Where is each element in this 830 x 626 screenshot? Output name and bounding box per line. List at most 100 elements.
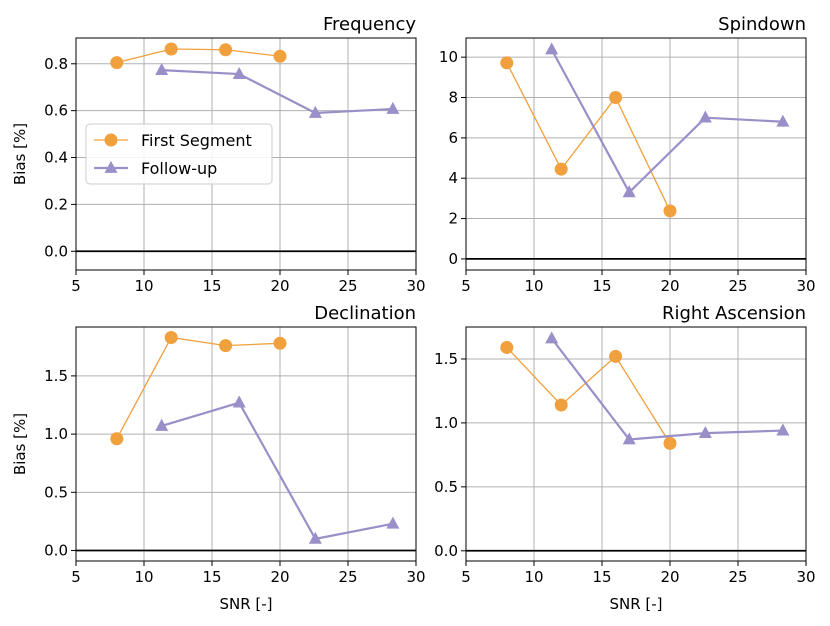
panel-declination: 5 10 15 20 25 30 0.0 0.5 1.0 1.5 Declination Bias [… bbox=[11, 303, 426, 613]
y-tick-label: 8 bbox=[448, 89, 458, 107]
x-tick-label: 5 bbox=[461, 277, 471, 295]
y-tick-label: 0.0 bbox=[44, 242, 68, 260]
y-tick-label: 1.0 bbox=[434, 414, 458, 432]
series-line-follow-up bbox=[550, 337, 783, 441]
data-point-first-segment bbox=[500, 56, 514, 70]
data-point-first-segment bbox=[663, 436, 677, 450]
data-point-follow-up bbox=[308, 105, 322, 118]
y-tick-label: 0.0 bbox=[434, 542, 458, 560]
data-point-follow-up bbox=[622, 185, 636, 198]
x-tick-label: 10 bbox=[134, 277, 153, 295]
x-tick-label: 15 bbox=[592, 277, 611, 295]
legend-label: Follow-up bbox=[141, 159, 217, 178]
x-tick-label: 30 bbox=[796, 568, 815, 586]
x-tick-label: 30 bbox=[406, 277, 425, 295]
data-point-first-segment bbox=[273, 49, 287, 63]
data-point-first-segment bbox=[500, 340, 514, 354]
data-point-first-segment bbox=[219, 43, 233, 57]
x-axis-label: SNR [-] bbox=[609, 595, 662, 613]
series-line-first-segment bbox=[506, 62, 671, 212]
legend: First Segment Follow-up bbox=[85, 123, 273, 185]
data-point-follow-up bbox=[155, 418, 169, 431]
y-tick-label: 0.2 bbox=[44, 195, 68, 213]
data-point-first-segment bbox=[609, 349, 623, 363]
data-point-follow-up bbox=[386, 516, 400, 529]
series-line-follow-up bbox=[161, 401, 394, 541]
y-axis-label: Bias [%] bbox=[11, 413, 29, 475]
series-line-follow-up bbox=[161, 69, 393, 115]
data-point-follow-up bbox=[545, 331, 559, 344]
legend-label: First Segment bbox=[141, 131, 252, 150]
data-point-follow-up bbox=[776, 423, 790, 436]
panel-title: Spindown bbox=[718, 14, 806, 35]
x-axis-label: SNR [-] bbox=[219, 595, 272, 613]
axes-frame bbox=[465, 326, 807, 562]
y-tick-label: 0 bbox=[448, 250, 458, 268]
panel-frequency: 5 10 15 20 25 30 0.0 0.2 0.4 0.6 0.8 Frequency Bias … bbox=[11, 14, 426, 295]
x-tick-label: 5 bbox=[71, 568, 81, 586]
y-tick-label: 4 bbox=[448, 169, 458, 187]
y-tick-label: 1.0 bbox=[44, 425, 68, 443]
x-tick-label: 30 bbox=[406, 568, 425, 586]
data-point-follow-up bbox=[308, 531, 322, 544]
data-point-follow-up bbox=[232, 395, 246, 408]
panel-title: Declination bbox=[314, 303, 416, 324]
y-tick-label: 0.5 bbox=[434, 478, 458, 496]
axes-frame bbox=[75, 37, 417, 271]
y-tick-label: 0.6 bbox=[44, 102, 68, 120]
panel-right-ascension: 5 10 15 20 25 30 0.0 0.5 1.0 1.5 Right Ascension SN… bbox=[434, 303, 815, 613]
x-tick-label: 20 bbox=[660, 568, 679, 586]
x-tick-label: 10 bbox=[524, 568, 543, 586]
y-tick-label: 0.4 bbox=[44, 149, 68, 167]
x-tick-label: 25 bbox=[728, 568, 747, 586]
series-line-first-segment bbox=[116, 48, 281, 64]
x-tick-label: 15 bbox=[202, 568, 221, 586]
axes-frame bbox=[465, 37, 807, 271]
x-tick-label: 25 bbox=[728, 277, 747, 295]
data-point-first-segment bbox=[554, 162, 568, 176]
data-point-follow-up bbox=[386, 101, 400, 114]
data-point-first-segment bbox=[110, 432, 124, 446]
x-tick-label: 10 bbox=[134, 568, 153, 586]
x-tick-label: 30 bbox=[796, 277, 815, 295]
y-axis-label: Bias [%] bbox=[11, 123, 29, 185]
data-point-follow-up bbox=[776, 114, 790, 127]
data-point-first-segment bbox=[663, 204, 677, 218]
series-line-first-segment bbox=[506, 347, 671, 444]
data-point-first-segment bbox=[164, 42, 178, 56]
x-tick-label: 20 bbox=[270, 277, 289, 295]
data-point-follow-up bbox=[622, 432, 636, 445]
y-tick-label: 2 bbox=[448, 210, 458, 228]
data-point-first-segment bbox=[273, 336, 287, 350]
y-tick-label: 10 bbox=[439, 48, 458, 66]
x-tick-label: 20 bbox=[660, 277, 679, 295]
data-point-follow-up bbox=[698, 425, 712, 439]
data-point-follow-up bbox=[155, 62, 169, 75]
data-point-follow-up bbox=[545, 42, 559, 55]
data-point-follow-up bbox=[698, 110, 712, 123]
panel-title: Frequency bbox=[323, 14, 416, 35]
x-tick-label: 10 bbox=[524, 277, 543, 295]
legend-box bbox=[85, 123, 273, 185]
x-tick-label: 15 bbox=[592, 568, 611, 586]
legend-marker-triangle bbox=[104, 160, 118, 173]
data-point-first-segment bbox=[609, 91, 623, 105]
x-tick-label: 15 bbox=[202, 277, 221, 295]
series-line-follow-up bbox=[550, 48, 783, 195]
x-tick-label: 5 bbox=[71, 277, 81, 295]
x-tick-label: 25 bbox=[338, 568, 357, 586]
x-tick-label: 5 bbox=[461, 568, 471, 586]
y-tick-label: 0.5 bbox=[44, 483, 68, 501]
data-point-first-segment bbox=[110, 56, 124, 70]
panel-title: Right Ascension bbox=[662, 303, 806, 324]
y-tick-label: 0.8 bbox=[44, 55, 68, 73]
data-point-first-segment bbox=[554, 398, 568, 412]
data-point-follow-up bbox=[232, 66, 246, 79]
y-tick-label: 6 bbox=[448, 129, 458, 147]
y-tick-label: 1.5 bbox=[44, 367, 68, 385]
x-tick-label: 25 bbox=[338, 277, 357, 295]
series-line-first-segment bbox=[116, 336, 281, 440]
axes-frame bbox=[75, 326, 417, 562]
